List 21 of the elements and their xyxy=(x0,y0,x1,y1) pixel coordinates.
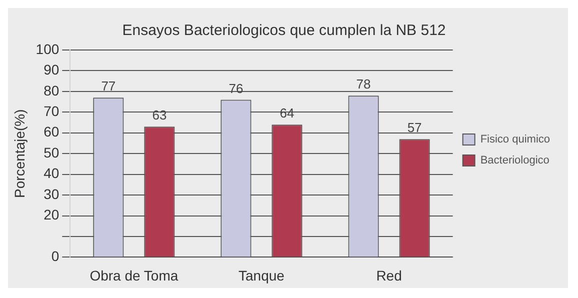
legend-label: Bacteriologico xyxy=(480,154,550,167)
y-tick-label: 40 xyxy=(44,165,60,182)
y-tick-label: 20 xyxy=(44,206,60,223)
y-tick-label: 60 xyxy=(44,124,60,140)
legend-label: Fisico quimico xyxy=(480,134,550,146)
y-tick-label: 0 xyxy=(51,248,60,264)
y-tick-label: 30 xyxy=(44,186,60,202)
y-axis-title: Porcentaje(%) xyxy=(11,109,28,198)
y-tick-label: 50 xyxy=(44,144,60,160)
data-label: 63 xyxy=(152,108,167,123)
x-tick-label: Obra de Toma xyxy=(90,267,178,284)
y-tick-label: 90 xyxy=(44,62,60,78)
x-tick-label: Red xyxy=(376,267,402,284)
y-tick-label: 70 xyxy=(44,103,60,120)
y-tick-label: 80 xyxy=(44,82,60,98)
data-label: 78 xyxy=(356,76,371,92)
data-label: 57 xyxy=(407,120,422,136)
data-label: 77 xyxy=(101,78,116,94)
chart-title: Ensayos Bacteriologicos que cumplen la NB 512 xyxy=(122,22,446,40)
x-tick-label: Tanque xyxy=(238,267,285,284)
y-tick-label: 100 xyxy=(36,40,60,57)
